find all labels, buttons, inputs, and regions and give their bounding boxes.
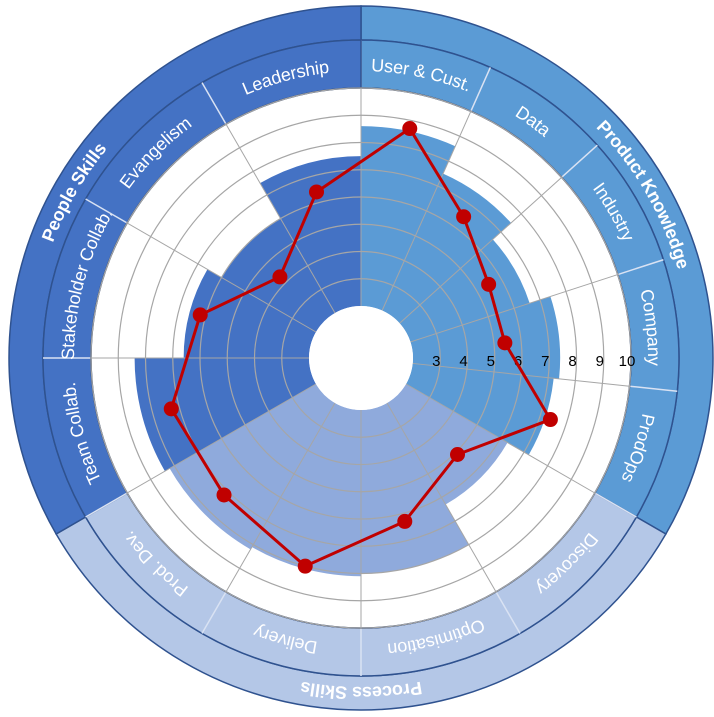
center-hole [309,306,413,410]
category-divider [85,492,128,518]
r-tick-label: 7 [541,353,549,370]
category-divider [495,591,521,634]
score-point [497,335,513,351]
r-tick-label: 3 [432,353,440,370]
category-divider [561,144,598,178]
bar [169,384,335,550]
score-point [192,307,208,323]
category-divider [470,67,492,112]
score-point [309,184,325,200]
spoke [225,402,336,593]
bar [361,403,469,574]
spoke [399,176,562,324]
spoke [126,383,317,494]
score-point [272,269,288,285]
bar [134,358,316,472]
bar [399,239,530,342]
category-divider [629,385,678,392]
category-divider [594,492,637,518]
score-point [402,121,418,137]
spoke [225,123,336,314]
spoke [381,111,472,311]
score-point [163,401,179,417]
r-tick-label: 5 [487,353,495,370]
category-divider [617,259,664,276]
r-tick-label: 8 [568,353,576,370]
r-tick-label: 10 [619,353,636,370]
category-divider [201,591,227,634]
score-point [450,447,466,463]
bar [410,296,561,379]
score-point [397,513,413,529]
score-point [481,276,497,292]
spoke [412,362,630,387]
bar [183,269,316,358]
score-point [297,558,313,574]
bar [361,126,456,311]
bar [251,403,361,577]
spoke [410,274,618,343]
spoke [386,402,497,593]
category-divider [201,82,227,125]
score-point [542,412,558,428]
category-divider [85,198,128,224]
r-tick-label: 4 [459,353,467,370]
score-point [216,487,232,503]
spoke [126,222,317,333]
score-line [169,126,553,568]
r-tick-label: 6 [514,353,522,370]
score-point [456,209,472,225]
r-tick-label: 9 [596,353,604,370]
